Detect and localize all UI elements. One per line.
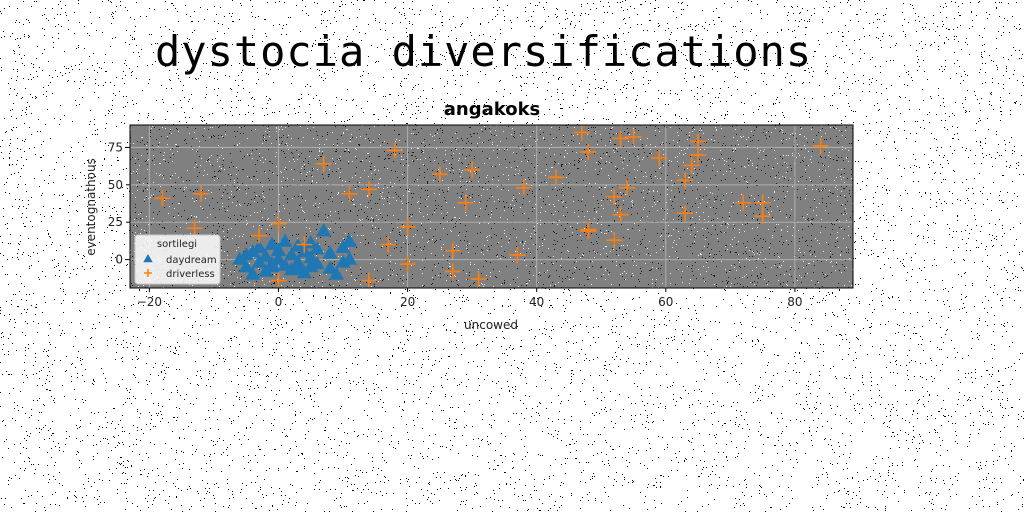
x-tick-label: 80 xyxy=(787,295,802,309)
x-tick-label: 60 xyxy=(658,295,673,309)
legend: sortilegi daydream driverless xyxy=(135,235,220,284)
legend-label-daydream: daydream xyxy=(166,255,217,266)
x-axis-label: uncowed xyxy=(464,318,518,332)
y-axis-label: eventognathous xyxy=(84,158,98,256)
x-tick-label: 20 xyxy=(400,295,415,309)
y-tick-label: 25 xyxy=(108,215,123,229)
chart-title: angakoks xyxy=(444,99,541,120)
y-tick-label: 75 xyxy=(108,140,123,154)
legend-title: sortilegi xyxy=(157,239,197,250)
x-tick-label: −20 xyxy=(137,295,162,309)
y-tick-label: 0 xyxy=(115,253,123,267)
y-tick-label: 50 xyxy=(108,178,123,192)
x-tick-label: 0 xyxy=(275,295,283,309)
legend-label-driverless: driverless xyxy=(166,269,215,280)
x-tick-label: 40 xyxy=(529,295,544,309)
